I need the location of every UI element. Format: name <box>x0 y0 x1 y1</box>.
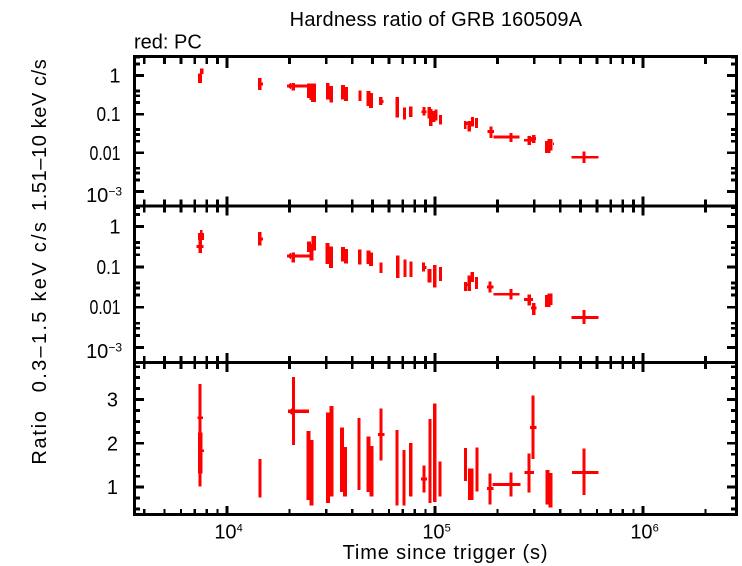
svg-text:0.01: 0.01 <box>90 143 121 165</box>
svg-text:0.3–1.5 keV c/s: 0.3–1.5 keV c/s <box>29 220 51 392</box>
svg-text:red: PC: red: PC <box>134 32 202 54</box>
svg-text:104: 104 <box>214 522 242 544</box>
svg-text:Time since trigger (s): Time since trigger (s) <box>343 542 549 564</box>
svg-text:0.1: 0.1 <box>97 104 121 126</box>
svg-text:3: 3 <box>107 390 118 412</box>
svg-text:106: 106 <box>630 522 658 544</box>
svg-text:1: 1 <box>109 66 120 88</box>
svg-text:Ratio: Ratio <box>29 409 51 464</box>
svg-text:0.01: 0.01 <box>90 297 121 319</box>
svg-text:Hardness ratio of GRB 160509A: Hardness ratio of GRB 160509A <box>290 9 583 31</box>
svg-text:105: 105 <box>422 522 450 544</box>
svg-text:1: 1 <box>109 217 120 239</box>
svg-text:1.51–10 keV c/s: 1.51–10 keV c/s <box>29 59 51 211</box>
svg-text:2: 2 <box>107 433 118 455</box>
svg-text:0.1: 0.1 <box>97 257 121 279</box>
svg-text:1: 1 <box>107 477 118 499</box>
